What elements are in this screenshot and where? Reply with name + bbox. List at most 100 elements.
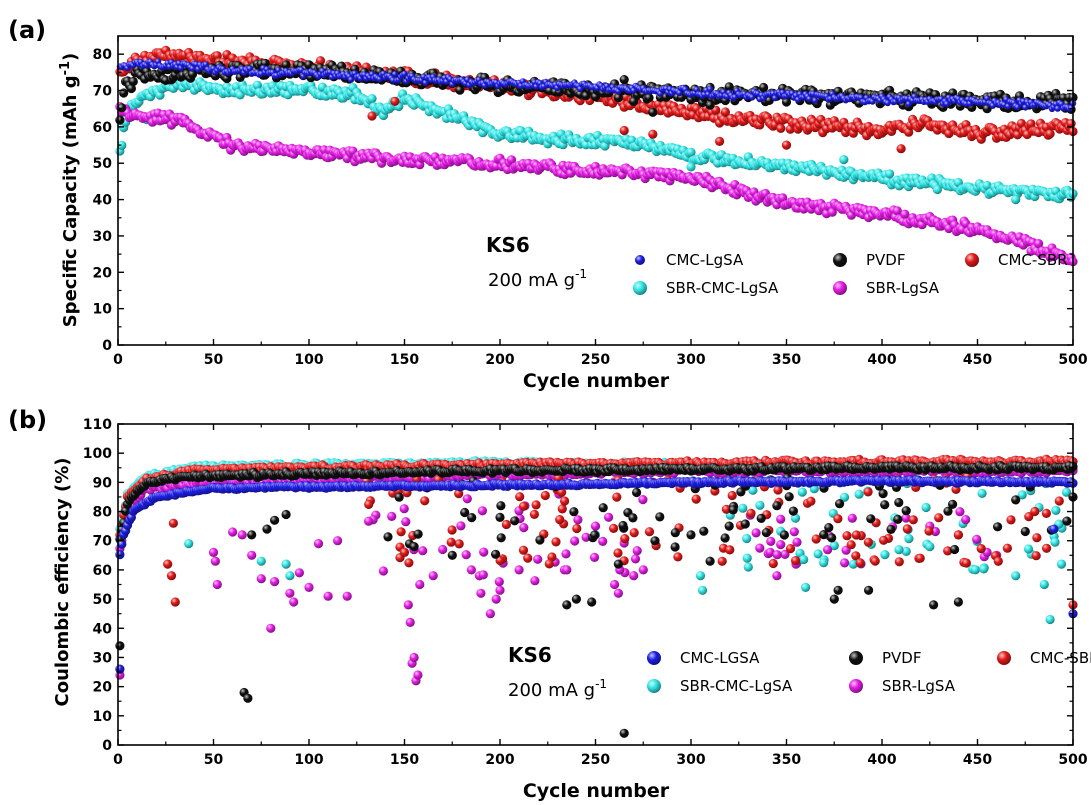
data-point <box>896 144 906 154</box>
data-point <box>924 526 934 536</box>
data-point <box>126 83 136 94</box>
data-point <box>629 96 639 106</box>
y-tick-label: 60 <box>93 120 113 136</box>
data-point <box>776 514 786 524</box>
data-point <box>1045 614 1055 625</box>
x-tick-label: 50 <box>204 352 224 368</box>
panel-b-ylabel: Coulombic efficiency (%) <box>52 458 73 707</box>
data-point <box>367 111 377 121</box>
data-point <box>1054 496 1064 506</box>
panel-b-label: (b) <box>8 406 47 434</box>
data-point <box>446 537 456 547</box>
data-point <box>629 571 639 581</box>
data-point <box>212 579 222 590</box>
data-point <box>413 529 423 539</box>
data-point <box>972 534 982 545</box>
data-point <box>1056 559 1067 569</box>
panel-a-ylabel-main: Specific Capacity (mAh g <box>60 75 81 327</box>
data-point <box>415 579 425 590</box>
data-point <box>613 548 623 558</box>
panel-a-points <box>115 45 1078 267</box>
data-point <box>256 556 266 566</box>
data-point <box>902 524 912 534</box>
panel-a-annotation-rate-sup: -1 <box>575 267 587 281</box>
data-point <box>403 600 413 610</box>
data-point <box>806 496 816 506</box>
panel-a-annotation-title: KS6 <box>486 233 530 257</box>
y-tick-label: 0 <box>102 338 112 354</box>
data-point <box>187 69 198 79</box>
data-point <box>609 523 619 534</box>
data-point <box>246 65 253 72</box>
data-point <box>955 507 965 517</box>
legend-marker <box>965 253 979 267</box>
data-point <box>823 545 833 555</box>
data-point <box>456 521 466 531</box>
data-point <box>993 556 1003 566</box>
data-point <box>900 209 910 219</box>
data-point <box>863 487 873 497</box>
data-point <box>706 85 714 93</box>
data-point <box>561 549 571 559</box>
data-point <box>1006 515 1016 525</box>
data-point <box>1051 505 1061 515</box>
data-point <box>789 527 799 537</box>
y-tick-label: 10 <box>93 302 113 318</box>
data-point <box>648 107 658 117</box>
data-point <box>530 576 540 586</box>
panel-b-series-pvdf <box>115 461 1078 738</box>
data-point <box>572 523 582 534</box>
data-point <box>799 554 809 565</box>
data-point <box>691 494 701 504</box>
data-point <box>562 565 572 575</box>
data-point <box>705 100 715 110</box>
data-point <box>589 552 600 563</box>
data-point <box>772 550 782 560</box>
legend-item-sbr-cmc-lgsa: SBR-CMC-LgSA <box>633 279 779 297</box>
data-point <box>560 496 570 506</box>
data-point <box>266 623 276 633</box>
data-point <box>892 206 902 216</box>
data-point <box>1050 537 1060 547</box>
data-point <box>342 591 352 601</box>
data-point <box>294 568 304 578</box>
data-point <box>323 591 333 601</box>
data-point <box>117 140 127 150</box>
data-point <box>399 504 409 514</box>
legend-item-cmc-sbr: CMC-SBR <box>965 251 1068 269</box>
data-point <box>697 585 708 595</box>
data-point <box>401 517 411 527</box>
data-point <box>632 487 642 498</box>
panel-b-series-sbr-lgsa <box>115 462 1078 686</box>
panel-a-xlabel: Cycle number <box>523 370 670 392</box>
data-point <box>953 530 964 540</box>
data-point <box>742 533 752 544</box>
data-point <box>404 558 414 568</box>
data-point <box>797 487 807 497</box>
legend-item-cmc-lgsa: CMC-LgSA <box>635 251 744 269</box>
data-point <box>724 82 734 92</box>
data-point <box>619 125 629 136</box>
data-point <box>515 492 525 502</box>
data-point <box>781 97 792 107</box>
data-point <box>1039 579 1049 590</box>
data-point <box>247 550 257 560</box>
data-point <box>210 556 220 566</box>
panel-b-points <box>115 454 1078 738</box>
data-point <box>855 558 865 568</box>
data-point <box>396 527 406 537</box>
data-point <box>270 577 280 587</box>
data-point <box>613 93 624 103</box>
panel-b-annotation-rate-main: 200 mA g <box>508 680 595 701</box>
data-point <box>613 588 624 598</box>
data-point <box>628 513 638 523</box>
panel-a-series-sbr-cmc-lgsa <box>115 75 1078 205</box>
data-point <box>401 70 408 78</box>
data-point <box>519 501 529 511</box>
data-point <box>686 162 696 172</box>
x-tick-label: 450 <box>963 352 992 368</box>
data-point <box>839 155 849 165</box>
y-tick-label: 70 <box>93 84 113 100</box>
data-point <box>518 545 529 555</box>
